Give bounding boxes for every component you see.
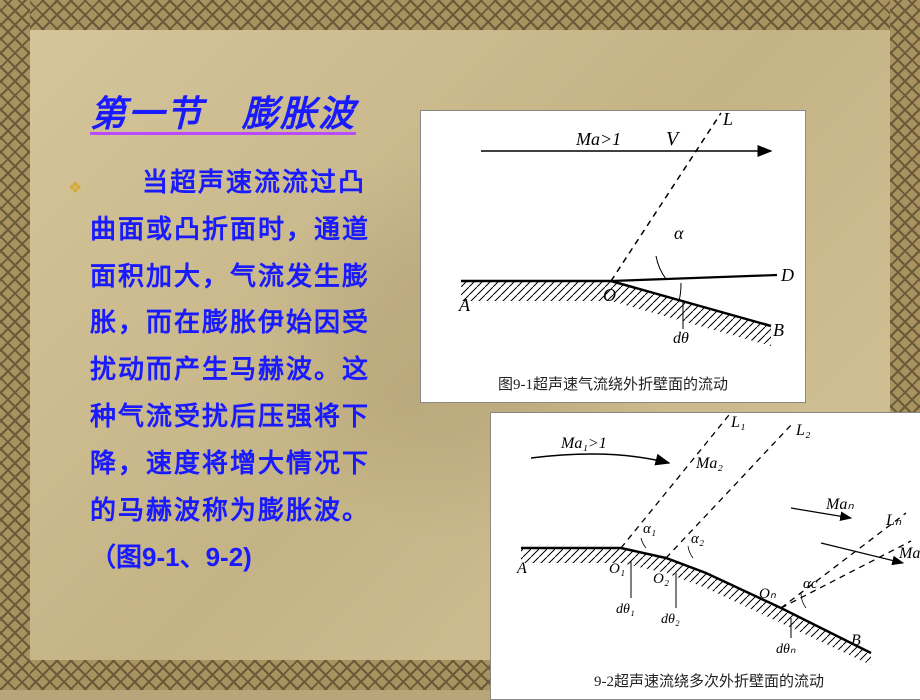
figure-reference: （图9-1、9-2) bbox=[90, 542, 252, 572]
label-alpha: α bbox=[674, 223, 684, 243]
label-On: Oₙ bbox=[759, 586, 777, 602]
label-O2: O₂ bbox=[653, 571, 669, 587]
label-a1: α₁ bbox=[643, 521, 656, 537]
figure-9-1-diagram: Ma>1 V L α dθ A O bbox=[421, 111, 807, 371]
figure-9-1-caption: 图9-1超声速气流绕外折壁面的流动 bbox=[421, 373, 805, 394]
label-V: V bbox=[666, 128, 681, 150]
figure-9-2: Ma₁>1 Ma₂ Maₙ Ma L₁ L₂ Lₙ A bbox=[490, 412, 920, 700]
label-O: O bbox=[603, 285, 616, 305]
label-Man: Maₙ bbox=[825, 496, 854, 513]
slide-content: 第一节 膨胀波 ❖ 当超声速流流过凸曲面或凸折面时，通道面积加大，气流发生膨胀，… bbox=[30, 30, 890, 660]
label-Ma: Ma bbox=[898, 545, 920, 562]
label-Ma: Ma>1 bbox=[575, 129, 621, 149]
decorative-border-left bbox=[0, 0, 30, 690]
label-Ln: Lₙ bbox=[885, 512, 902, 529]
figure-9-2-diagram: Ma₁>1 Ma₂ Maₙ Ma L₁ L₂ Lₙ A bbox=[491, 413, 920, 668]
label-dthn: dθₙ bbox=[776, 642, 796, 657]
label-L1: L₁ bbox=[730, 414, 745, 431]
label-B2: B bbox=[851, 632, 861, 649]
decorative-border-top bbox=[0, 0, 920, 30]
body-paragraph: 当超声速流流过凸曲面或凸折面时，通道面积加大，气流发生膨胀，而在膨胀伊始因受扰动… bbox=[90, 160, 390, 582]
label-D: D bbox=[780, 265, 794, 285]
label-A2: A bbox=[516, 560, 527, 577]
label-O1: O₁ bbox=[609, 561, 625, 577]
label-Ma2: Ma₂ bbox=[695, 455, 723, 472]
label-dth1: dθ₁ bbox=[616, 602, 635, 617]
label-a2: α₂ bbox=[691, 531, 704, 547]
label-A: A bbox=[458, 295, 471, 315]
label-dtheta: dθ bbox=[673, 330, 689, 347]
label-L2: L₂ bbox=[795, 422, 811, 439]
body-text-content: 当超声速流流过凸曲面或凸折面时，通道面积加大，气流发生膨胀，而在膨胀伊始因受扰动… bbox=[90, 160, 390, 534]
figure-9-2-caption: 9-2超声速流绕多次外折壁面的流动 bbox=[491, 670, 920, 691]
label-ac: αc bbox=[803, 576, 818, 592]
section-title: 第一节 膨胀波 bbox=[90, 85, 356, 137]
label-L: L bbox=[722, 111, 733, 129]
label-dth2: dθ₂ bbox=[661, 612, 680, 627]
label-B: B bbox=[773, 320, 784, 340]
figure-9-1: Ma>1 V L α dθ A O bbox=[420, 110, 806, 403]
label-Ma1: Ma₁>1 bbox=[560, 435, 607, 452]
diamond-bullet-icon: ❖ bbox=[68, 178, 82, 198]
